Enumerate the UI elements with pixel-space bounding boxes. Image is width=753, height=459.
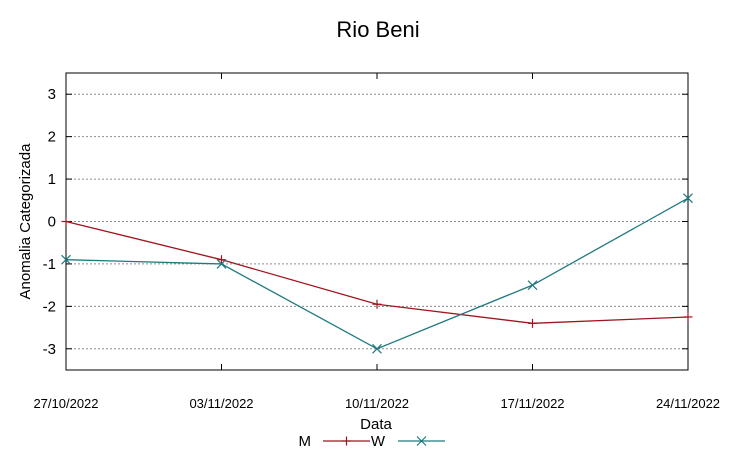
data-point [216, 259, 227, 269]
series-w [61, 193, 693, 354]
data-point [372, 299, 382, 309]
y-tick-label: 2 [48, 129, 56, 146]
chart-title: Rio Beni [336, 17, 419, 42]
series-layer [61, 193, 693, 354]
legend-label: M [299, 433, 312, 450]
y-tick-label: -3 [43, 341, 56, 358]
data-point [683, 193, 693, 204]
legend-item-w: W [371, 433, 445, 450]
legend-label: W [371, 433, 386, 450]
x-axis-label: Data [360, 416, 392, 433]
data-point [61, 217, 71, 226]
x-axis-ticks: 27/10/2022 03/11/2022 10/11/2022 17/11/2022… [33, 73, 720, 411]
series-line [65, 197, 689, 350]
data-point [217, 255, 226, 265]
y-axis-ticks: 3 2 1 0 -1 -2 -3 [43, 86, 688, 358]
y-tick-label: 1 [48, 171, 56, 188]
x-tick-label: 27/10/2022 [33, 396, 98, 411]
x-tick-label: 10/11/2022 [345, 396, 409, 411]
x-tick-label: 17/11/2022 [500, 396, 564, 411]
data-point [342, 436, 351, 446]
y-tick-label: 3 [48, 86, 56, 103]
y-tick-label: 0 [48, 214, 56, 231]
y-tick-label: -1 [43, 256, 56, 273]
data-point [527, 280, 538, 291]
x-tick-label: 24/11/2022 [656, 396, 720, 411]
series-m [61, 217, 693, 328]
data-point [683, 312, 693, 322]
legend-item-m: M [299, 433, 370, 450]
y-tick-label: -2 [43, 298, 56, 315]
y-axis-label: Anomalia Categorizada [17, 143, 34, 300]
data-point [528, 318, 537, 328]
x-tick-label: 03/11/2022 [189, 396, 253, 411]
data-point [372, 343, 382, 354]
grid [66, 93, 688, 350]
data-point [61, 254, 71, 265]
data-point [416, 436, 427, 446]
